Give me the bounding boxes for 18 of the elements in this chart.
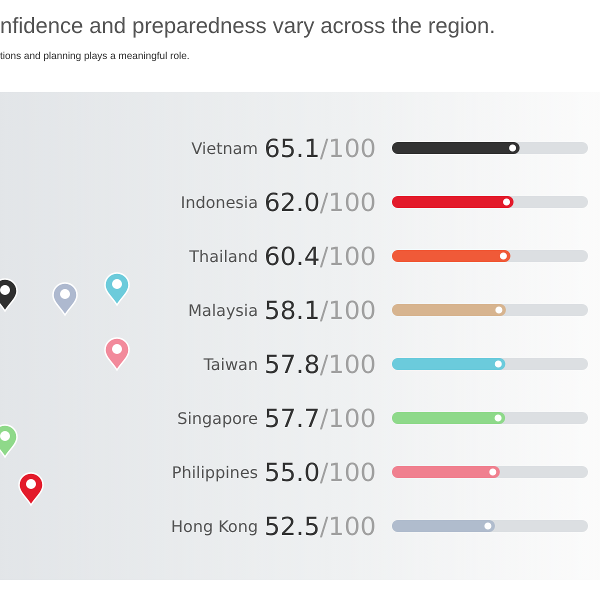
y-tick-label: Singapore bbox=[177, 408, 258, 428]
chart-title: nfidence and preparedness vary across the region. bbox=[0, 13, 496, 39]
y-tick-label: Thailand bbox=[188, 246, 258, 266]
data-label: 52.5/100 bbox=[264, 512, 376, 540]
y-tick-label: Philippines bbox=[172, 462, 258, 482]
y-tick-label: Malaysia bbox=[188, 300, 258, 320]
data-label: 60.4/100 bbox=[264, 242, 376, 270]
y-tick-label: Taiwan bbox=[202, 354, 258, 374]
data-label: 65.1/100 bbox=[264, 134, 376, 162]
y-tick-label: Vietnam bbox=[191, 138, 258, 158]
data-label: 58.1/100 bbox=[264, 296, 376, 324]
data-label: 62.0/100 bbox=[264, 188, 376, 216]
y-tick-label: Indonesia bbox=[180, 192, 258, 212]
y-tick-label: Hong Kong bbox=[171, 516, 258, 536]
data-label: 57.7/100 bbox=[264, 404, 376, 432]
data-label: 57.8/100 bbox=[264, 350, 376, 378]
data-label: 55.0/100 bbox=[264, 458, 376, 486]
text: tions and planning plays a meaningful role. bbox=[0, 51, 190, 62]
